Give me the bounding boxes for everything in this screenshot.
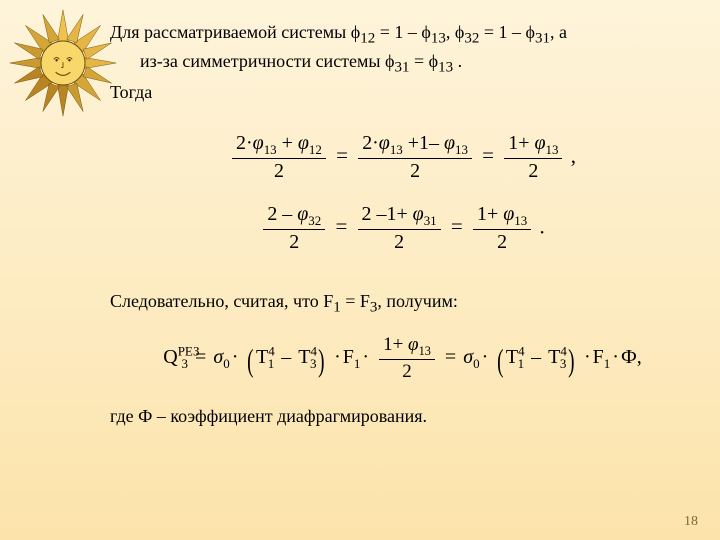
paragraph-2: Следовательно, считая, что F1 = F3, полу… [110, 291, 695, 317]
equation-3: QРЕЗ3 = σ0· (T41 – T43) ·F1· 1+ φ132 = σ… [110, 333, 695, 384]
paragraph-1: Для рассматриваемой системы ϕ12 = 1 – ϕ1… [110, 20, 695, 78]
slide-number: 18 [684, 514, 698, 530]
then-label: Тогда [110, 82, 695, 103]
paragraph-3: где Ф – коэффициент диафрагмирования. [110, 406, 695, 427]
slide-content: Для рассматриваемой системы ϕ12 = 1 – ϕ1… [110, 20, 695, 427]
sun-icon [8, 8, 118, 118]
p1-text: Для рассматриваемой системы ϕ12 = 1 – ϕ1… [110, 22, 567, 42]
equation-1: 2·φ13 + φ122 = 2·φ13 +1– φ132 = 1+ φ132 … [110, 131, 695, 184]
p1-line2: из-за симметричности системы ϕ31 = ϕ13 . [110, 51, 462, 71]
equation-2: 2 – φ322 = 2 –1+ φ312 = 1+ φ132 . [110, 202, 695, 255]
